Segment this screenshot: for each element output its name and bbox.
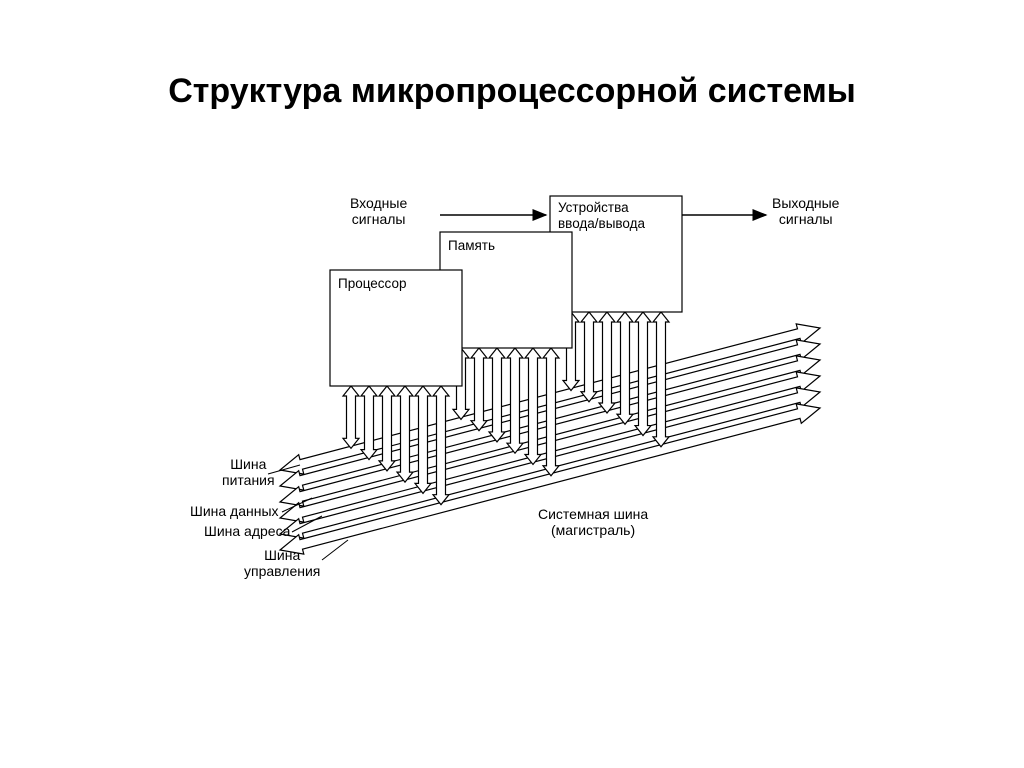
io-label: Устройства ввода/вывода	[558, 200, 645, 231]
bus-system-label: Системная шина (магистраль)	[538, 506, 648, 538]
input-signals-label: Входные сигналы	[350, 195, 407, 227]
bus-control-label: Шина управления	[244, 547, 320, 579]
bus-address-label: Шина адреса	[204, 523, 290, 539]
output-signals-label: Выходные сигналы	[772, 195, 839, 227]
processor-label: Процессор	[338, 276, 406, 292]
bus-power-label: Шина питания	[222, 456, 275, 488]
diagram-canvas	[0, 0, 1024, 768]
bus-data-label: Шина данных	[190, 503, 279, 519]
memory-label: Память	[448, 238, 495, 254]
